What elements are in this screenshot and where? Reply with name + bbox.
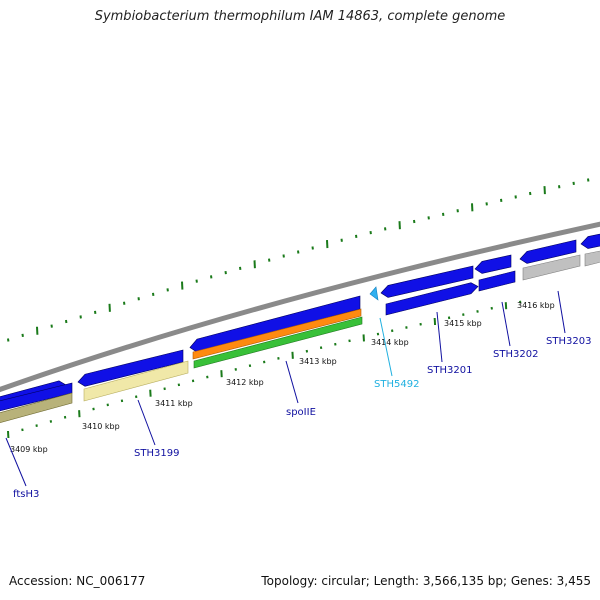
gene-label-ftsh3[interactable]: ftsH3	[13, 489, 39, 500]
label-leader-line	[379, 317, 393, 377]
label-leaders	[5, 290, 566, 487]
label-leader-line	[5, 437, 27, 487]
gene-label-sth5492[interactable]: STH5492	[374, 379, 419, 390]
tick-label-3409: 3409 kbp	[10, 445, 48, 454]
gene-labels: ftsH3 STH3199 spoIIE STH5492 STH3201 STH…	[13, 336, 591, 500]
cds-feature	[77, 349, 184, 387]
cds-feature	[474, 254, 512, 274]
tick-label-3411: 3411 kbp	[155, 399, 193, 408]
cds-feature	[380, 265, 474, 298]
label-leader-line	[436, 311, 443, 363]
gene-feature	[584, 250, 600, 267]
cds-feature-small	[369, 286, 379, 301]
inner-tick-track	[7, 300, 522, 439]
tick-label-3410: 3410 kbp	[82, 422, 120, 431]
gene-label-sth3202[interactable]: STH3202	[493, 349, 538, 360]
outer-tick-track	[7, 178, 590, 342]
cds-feature	[519, 239, 577, 264]
label-leader-line	[285, 360, 299, 404]
cds-feature	[478, 270, 516, 292]
tick-label-3416: 3416 kbp	[517, 301, 555, 310]
cds-feature	[580, 233, 600, 249]
tick-label-3415: 3415 kbp	[444, 319, 482, 328]
label-leader-line	[501, 301, 511, 347]
gene-label-sth3199[interactable]: STH3199	[134, 448, 179, 459]
gene-feature	[192, 308, 362, 360]
gene-feature	[193, 316, 363, 369]
tick-label-3412: 3412 kbp	[226, 378, 264, 387]
forward-strand-features	[0, 233, 600, 409]
reverse-strand-features	[0, 250, 600, 423]
genome-summary-text: Topology: circular; Length: 3,566,135 bp…	[261, 574, 591, 588]
label-leader-line	[137, 399, 156, 446]
gene-feature	[0, 392, 73, 423]
scale-labels: 3409 kbp 3410 kbp 3411 kbp 3412 kbp 3413…	[10, 301, 555, 454]
gene-feature	[83, 360, 189, 402]
tick-label-3413: 3413 kbp	[299, 357, 337, 366]
accession-text: Accession: NC_006177	[9, 574, 146, 588]
gene-label-spoiie[interactable]: spoIIE	[286, 407, 316, 418]
backbone-line	[0, 221, 600, 393]
map-title: Symbiobacterium thermophilum IAM 14863, …	[94, 9, 506, 24]
label-leader-line	[557, 290, 566, 334]
gene-label-sth3201[interactable]: STH3201	[427, 365, 472, 376]
gene-label-sth3203[interactable]: STH3203	[546, 336, 591, 347]
cds-feature	[385, 282, 479, 316]
gene-feature	[522, 254, 581, 281]
tick-label-3414: 3414 kbp	[371, 338, 409, 347]
